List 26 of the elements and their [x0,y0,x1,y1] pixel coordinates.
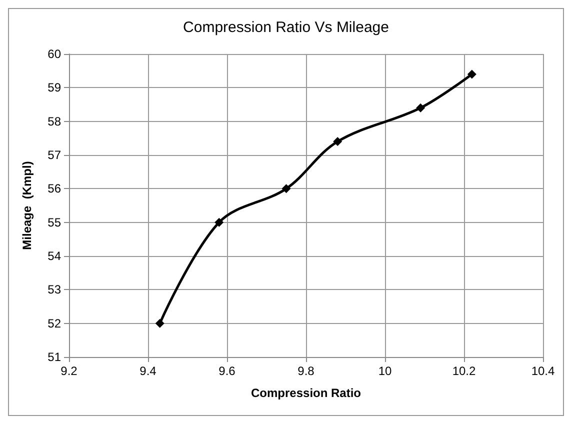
point [416,103,426,112]
y-tick-label: 58 [48,114,62,128]
y-tick-label: 53 [48,282,62,297]
x-tick-label: 10 [378,364,392,378]
y-tick-label: 56 [48,182,62,196]
y-tick-label: 52 [48,316,62,330]
x-axis-title: Compression Ratio [250,386,362,400]
y-tick-label: 59 [48,80,62,95]
point [333,137,342,146]
y-tick-label: 54 [48,249,62,263]
y-tick-label: 51 [48,350,62,364]
x-tick-label: 9.8 [298,364,315,378]
y-axis-title: Mileage (Kmpl) [20,161,34,250]
y-tick-label: 60 [48,47,62,61]
point [155,318,164,328]
x-tick-label: 9.2 [60,364,78,378]
point [282,184,291,194]
y-tick-label: 57 [48,148,62,162]
x-tick-label: 9.4 [140,364,157,378]
x-tick-label: 9.6 [218,364,236,378]
point [467,70,476,79]
point [214,218,224,227]
chart-title: Compression Ratio Vs Mileage [183,19,389,36]
y-tick-label: 55 [48,215,62,230]
x-tick-label: 10.4 [531,364,555,378]
x-tick-label: 10.2 [452,364,476,378]
